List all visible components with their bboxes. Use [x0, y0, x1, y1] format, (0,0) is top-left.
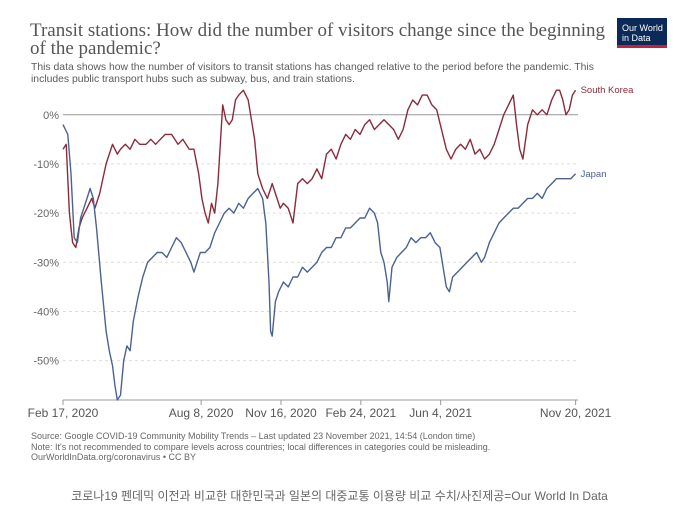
- y-tick-label: 0%: [43, 110, 59, 122]
- x-tick-label: Nov 20, 2021: [540, 406, 612, 420]
- license-link[interactable]: OurWorldInData.org/coronavirus • CC BY: [31, 452, 197, 462]
- photo-caption: 코로나19 펜데믹 이전과 비교한 대한민국과 일본의 대중교통 이용량 비교 …: [71, 489, 608, 503]
- series-line-japan: [62, 124, 577, 401]
- series-label-japan: Japan: [581, 169, 607, 180]
- logo-line-2: in Data: [622, 33, 651, 43]
- chart-subtitle-line-2: includes public transport hubs such as s…: [31, 74, 355, 85]
- chart-title-line-1: Transit stations: How did the number of …: [30, 22, 606, 41]
- source-note: Source: Google COVID-19 Community Mobili…: [31, 431, 476, 441]
- chart-title-line-2: of the pandemic?: [30, 38, 161, 58]
- x-tick-label: Nov 16, 2020: [245, 406, 317, 420]
- y-tick-label: -40%: [33, 306, 59, 318]
- x-tick-label: Jun 4, 2021: [409, 406, 472, 420]
- y-tick-label: -30%: [33, 257, 59, 269]
- x-tick-label: Feb 17, 2020: [28, 406, 99, 420]
- y-tick-label: -20%: [33, 208, 59, 220]
- x-tick-label: Aug 8, 2020: [169, 406, 234, 420]
- chart-subtitle: This data shows how the number of visito…: [31, 62, 661, 86]
- series-line-south-korea: [62, 89, 577, 249]
- x-tick-label: Feb 24, 2021: [325, 406, 396, 420]
- y-tick-label: -50%: [33, 356, 59, 368]
- our-world-in-data-logo[interactable]: Our World in Data: [617, 18, 667, 48]
- comparison-note: Note: It's not recommended to compare le…: [31, 441, 491, 452]
- logo-line-1: Our World: [622, 23, 663, 33]
- chart-footer: Source: Google COVID-19 Community Mobili…: [31, 431, 651, 463]
- chart-title: Transit stations: How did the number of …: [30, 22, 620, 58]
- series-label-south-korea: South Korea: [581, 85, 635, 96]
- line-chart: 0% -10% -20% -30% -40% -50% Feb 17, 2020 Aug 8,…: [28, 85, 635, 420]
- chart-panel: Transit stations: How did the number of …: [27, 18, 667, 463]
- chart-subtitle-line-1: This data shows how the number of visito…: [31, 62, 594, 73]
- y-tick-label: -10%: [33, 159, 59, 171]
